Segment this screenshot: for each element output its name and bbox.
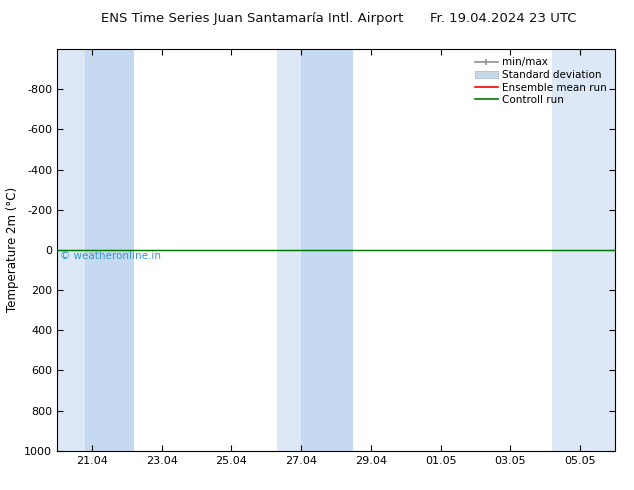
Bar xyxy=(85,49,134,451)
Bar xyxy=(552,49,615,451)
Legend: min/max, Standard deviation, Ensemble mean run, Controll run: min/max, Standard deviation, Ensemble me… xyxy=(472,54,610,108)
Text: ENS Time Series Juan Santamaría Intl. Airport: ENS Time Series Juan Santamaría Intl. Ai… xyxy=(101,12,403,25)
Text: Fr. 19.04.2024 23 UTC: Fr. 19.04.2024 23 UTC xyxy=(430,12,577,25)
Bar xyxy=(276,49,301,451)
Y-axis label: Temperature 2m (°C): Temperature 2m (°C) xyxy=(6,187,18,313)
Bar xyxy=(301,49,354,451)
Text: © weatheronline.in: © weatheronline.in xyxy=(60,251,161,261)
Bar xyxy=(57,49,85,451)
